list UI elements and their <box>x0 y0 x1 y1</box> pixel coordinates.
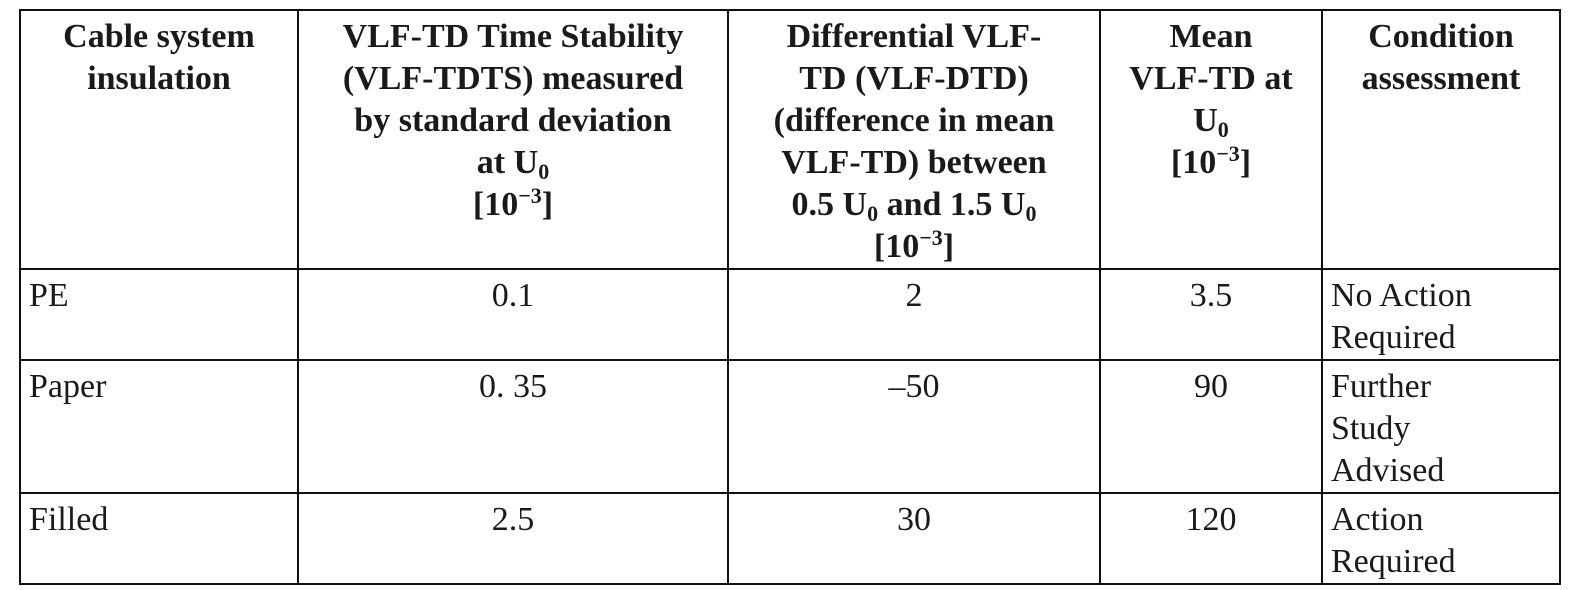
header-line: Cable system <box>63 18 255 55</box>
unit-base: [10 <box>1170 144 1217 181</box>
header-mean-vlf-td: Mean VLF-TD at U0 [10−3] <box>1099 9 1323 270</box>
cell-insulation: Paper <box>19 359 299 494</box>
range-end-subscript: 0 <box>1025 201 1037 226</box>
unit-exponent: −3 <box>1216 141 1240 166</box>
condition-line: Action <box>1331 501 1424 538</box>
cell-dtd: 30 <box>727 492 1101 585</box>
header-cable-insulation: Cable system insulation <box>19 9 299 270</box>
table-header-row: Cable system insulation VLF-TD Time Stab… <box>19 9 1561 270</box>
unit-base: [10 <box>873 228 920 265</box>
cell-insulation: Filled <box>19 492 299 585</box>
cell-condition: No Action Required <box>1321 268 1561 361</box>
condition-line: Study <box>1331 410 1411 447</box>
header-line: (VLF-TDTS) measured <box>342 60 684 97</box>
header-unit-line: [10−3] <box>307 184 719 226</box>
header-line: VLF-TD) between <box>781 144 1047 181</box>
condition-line: Further <box>1331 368 1432 405</box>
cell-tdts: 2.5 <box>297 492 729 585</box>
header-line: Differential VLF- <box>786 18 1042 55</box>
cell-dtd: –50 <box>727 359 1101 494</box>
header-line: assessment <box>1361 60 1521 97</box>
voltage-subscript: 0 <box>1217 117 1229 142</box>
range-end: and 1.5 U <box>878 186 1026 223</box>
header-line: by standard deviation <box>354 102 672 139</box>
voltage-label: at U <box>476 144 539 181</box>
header-condition-assessment: Condition assessment <box>1321 9 1561 270</box>
header-line: insulation <box>87 60 231 97</box>
header-voltage-line: at U0 <box>307 142 719 184</box>
cell-insulation: PE <box>19 268 299 361</box>
cell-mean: 3.5 <box>1099 268 1323 361</box>
cell-dtd: 2 <box>727 268 1101 361</box>
header-line: Mean <box>1169 18 1253 55</box>
unit-base: [10 <box>472 186 519 223</box>
cell-condition: Further Study Advised <box>1321 359 1561 494</box>
condition-line: Advised <box>1331 452 1445 489</box>
header-line: VLF-TD at <box>1129 60 1293 97</box>
cell-mean: 120 <box>1099 492 1323 585</box>
cell-mean: 90 <box>1099 359 1323 494</box>
unit-exponent: −3 <box>919 225 943 250</box>
unit-close: ] <box>942 228 955 265</box>
unit-close: ] <box>541 186 554 223</box>
condition-line: No Action <box>1331 277 1472 314</box>
header-unit-line: [10−3] <box>1109 142 1313 184</box>
header-unit-line: [10−3] <box>737 226 1091 268</box>
range-start-subscript: 0 <box>867 201 879 226</box>
vlf-td-assessment-table: Cable system insulation VLF-TD Time Stab… <box>19 9 1561 585</box>
voltage-label: U <box>1193 102 1218 139</box>
header-vlf-dtd: Differential VLF- TD (VLF-DTD) (differen… <box>727 9 1101 270</box>
cell-tdts: 0.1 <box>297 268 729 361</box>
voltage-subscript: 0 <box>538 159 550 184</box>
range-start: 0.5 U <box>791 186 868 223</box>
cell-tdts: 0. 35 <box>297 359 729 494</box>
header-line: TD (VLF-DTD) <box>799 60 1029 97</box>
table-row: Paper 0. 35 –50 90 Further Study Advised <box>19 359 1561 494</box>
header-voltage-range-line: 0.5 U0 and 1.5 U0 <box>737 184 1091 226</box>
unit-close: ] <box>1239 144 1252 181</box>
header-vlf-tdts: VLF-TD Time Stability (VLF-TDTS) measure… <box>297 9 729 270</box>
header-line: (difference in mean <box>773 102 1055 139</box>
table-row: PE 0.1 2 3.5 No Action Required <box>19 268 1561 361</box>
header-line: VLF-TD Time Stability <box>342 18 684 55</box>
condition-line: Required <box>1331 543 1456 580</box>
unit-exponent: −3 <box>518 183 542 208</box>
condition-line: Required <box>1331 319 1456 356</box>
cell-condition: Action Required <box>1321 492 1561 585</box>
table-row: Filled 2.5 30 120 Action Required <box>19 492 1561 585</box>
header-voltage-line: U0 <box>1109 100 1313 142</box>
header-line: Condition <box>1368 18 1514 55</box>
